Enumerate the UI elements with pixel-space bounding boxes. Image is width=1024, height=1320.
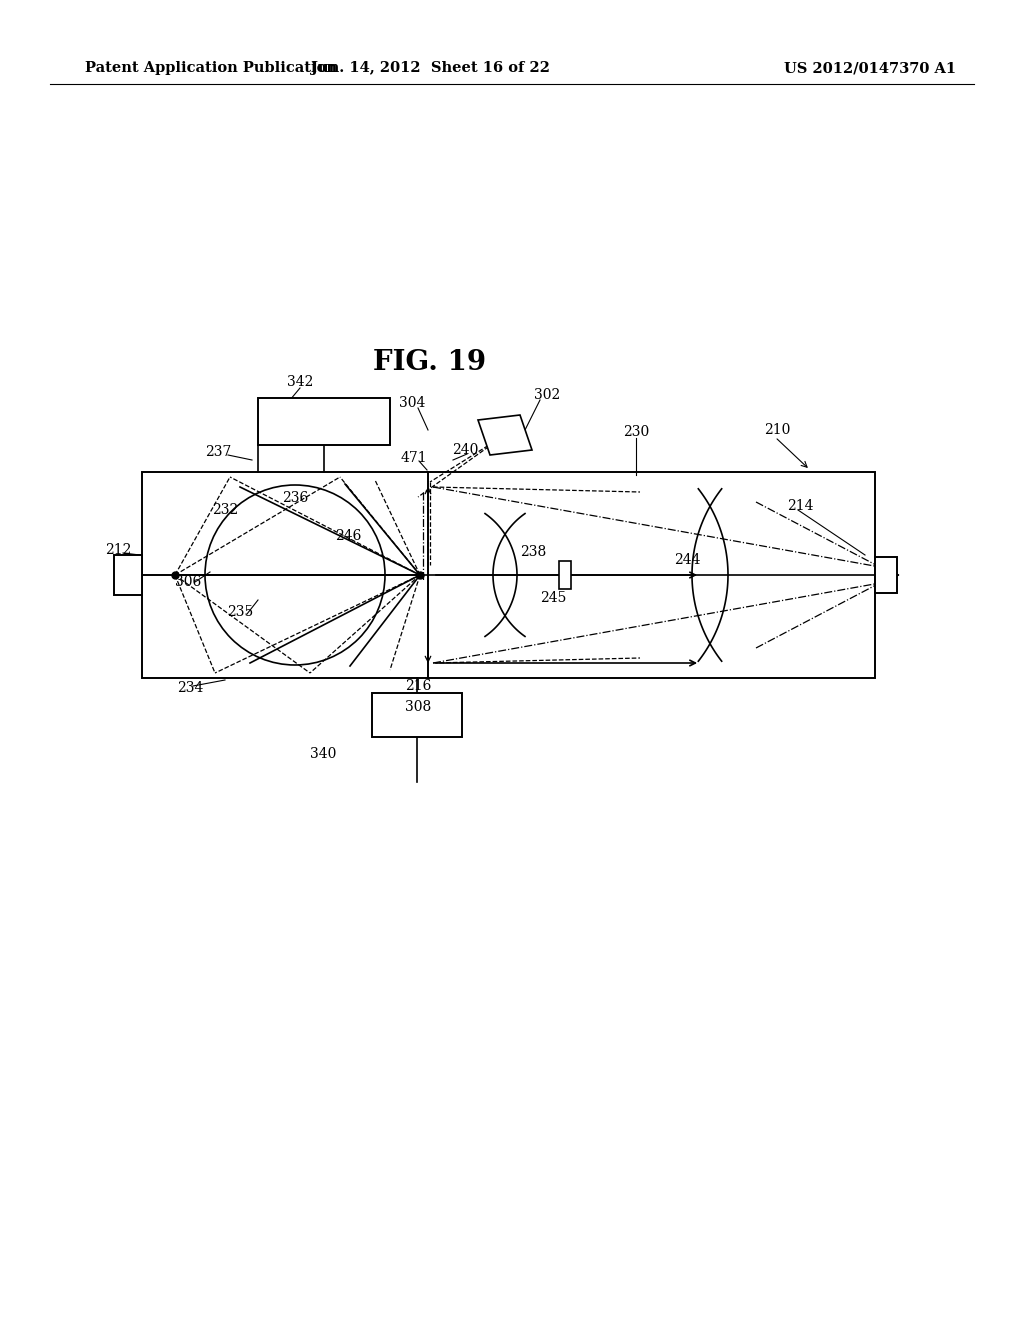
- Text: 235: 235: [227, 605, 253, 619]
- Text: 246: 246: [335, 529, 361, 543]
- Text: 240: 240: [452, 444, 478, 457]
- Text: 340: 340: [310, 747, 336, 762]
- Bar: [372, 693, 462, 737]
- Bar: [874, 557, 897, 593]
- Text: 471: 471: [400, 451, 427, 465]
- Text: 238: 238: [520, 545, 546, 558]
- Text: 210: 210: [764, 422, 791, 437]
- Text: 308: 308: [404, 700, 431, 714]
- Text: Jun. 14, 2012  Sheet 16 of 22: Jun. 14, 2012 Sheet 16 of 22: [310, 61, 550, 75]
- Text: 237: 237: [205, 445, 231, 459]
- Text: 216: 216: [404, 678, 431, 693]
- Polygon shape: [478, 414, 532, 455]
- Text: 236: 236: [282, 491, 308, 506]
- Text: 214: 214: [786, 499, 813, 513]
- Text: 306: 306: [175, 576, 201, 589]
- Bar: [258, 399, 390, 445]
- Text: 304: 304: [398, 396, 425, 411]
- Bar: [142, 473, 874, 678]
- Bar: [114, 554, 142, 595]
- Bar: [559, 561, 571, 589]
- Text: 230: 230: [623, 425, 649, 440]
- Text: Patent Application Publication: Patent Application Publication: [85, 61, 337, 75]
- Text: 302: 302: [534, 388, 560, 403]
- Text: FIG. 19: FIG. 19: [374, 348, 486, 375]
- Text: US 2012/0147370 A1: US 2012/0147370 A1: [784, 61, 956, 75]
- Text: 244: 244: [674, 553, 700, 568]
- Text: 212: 212: [104, 543, 131, 557]
- Text: 342: 342: [287, 375, 313, 389]
- Text: 234: 234: [177, 681, 203, 696]
- Text: 232: 232: [212, 503, 239, 517]
- Text: 245: 245: [540, 591, 566, 605]
